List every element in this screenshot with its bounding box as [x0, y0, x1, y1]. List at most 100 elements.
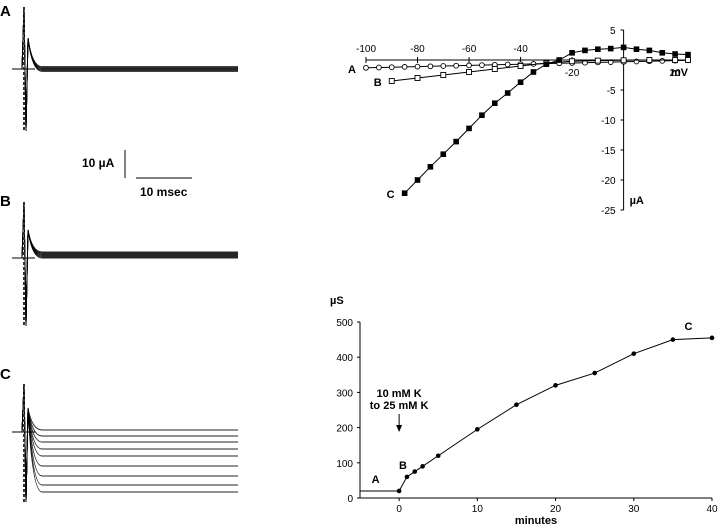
- gt-annotation-line1: 10 mM K: [376, 388, 421, 400]
- iv-point: [543, 61, 550, 67]
- iv-point: [685, 57, 691, 63]
- iv-series-line: [404, 46, 689, 194]
- iv-y-tick-label: -20: [601, 176, 616, 187]
- gt-point: [420, 464, 425, 469]
- iv-point: [466, 125, 472, 132]
- gt-point: [670, 337, 676, 342]
- gt-x-tick-label: 0: [396, 504, 402, 515]
- current-traces-c: [12, 383, 238, 503]
- gt-y-tick-label: 300: [336, 388, 353, 399]
- iv-point: [594, 57, 601, 64]
- iv-point: [504, 90, 511, 96]
- current-traces-a: [12, 6, 238, 132]
- iv-point: [569, 58, 576, 65]
- current-trace: [18, 383, 238, 503]
- gt-point-label: B: [399, 460, 407, 472]
- iv-x-tick-label: -80: [410, 44, 425, 55]
- gt-annotation-line2: to 25 mM K: [370, 400, 429, 412]
- iv-point: [492, 100, 498, 106]
- gt-point: [435, 453, 441, 459]
- gt-point: [404, 474, 410, 480]
- current-trace: [18, 383, 238, 503]
- gt-point: [709, 335, 715, 341]
- iv-point: [517, 63, 524, 69]
- gt-x-tick-label: 40: [706, 504, 718, 515]
- iv-y-tick-label: -5: [607, 86, 616, 97]
- iv-point: [659, 50, 666, 56]
- iv-point: [530, 69, 537, 75]
- iv-point: [427, 164, 434, 170]
- iv-point: [646, 47, 653, 54]
- gt-point: [475, 427, 480, 432]
- iv-point: [491, 66, 498, 72]
- current-traces-b: [12, 201, 238, 327]
- current-trace: [18, 383, 238, 503]
- iv-point: [440, 151, 447, 157]
- iv-series-line: [365, 59, 689, 69]
- gt-point-label: A: [372, 474, 380, 486]
- gt-y-tick-label: 0: [347, 494, 353, 505]
- iv-point: [672, 57, 679, 63]
- iv-y-tick-label: 5: [610, 26, 616, 37]
- panel-label-a: A: [0, 3, 11, 20]
- iv-point: [517, 79, 524, 85]
- gt-point: [514, 402, 519, 408]
- current-trace: [18, 383, 238, 503]
- current-trace: [18, 6, 238, 132]
- iv-point: [582, 59, 588, 66]
- iv-point: [633, 46, 640, 52]
- current-trace: [18, 383, 238, 503]
- iv-point: [659, 58, 666, 64]
- panel-label-b: B: [0, 193, 11, 210]
- current-trace: [18, 201, 238, 327]
- iv-point: [453, 62, 460, 69]
- current-scale-label: 10 µA: [82, 156, 115, 170]
- iv-point: [646, 57, 653, 63]
- iv-point: [569, 50, 575, 56]
- iv-x-tick-label: -100: [356, 44, 376, 55]
- current-trace: [18, 201, 238, 327]
- iv-series-label: A: [348, 64, 356, 76]
- gt-y-tick-label: 200: [336, 424, 353, 435]
- current-trace: [18, 383, 238, 503]
- time-scale-label: 10 msec: [140, 185, 188, 199]
- iv-series-label: C: [387, 189, 395, 201]
- gt-y-tick-label: 100: [336, 459, 353, 470]
- iv-point: [620, 57, 627, 64]
- iv-point: [466, 62, 472, 69]
- gt-y-tick-label: 500: [336, 318, 353, 329]
- gt-point: [553, 383, 558, 388]
- iv-point: [556, 57, 562, 63]
- iv-point: [376, 64, 382, 71]
- current-trace: [18, 201, 238, 327]
- iv-point: [595, 46, 601, 52]
- gt-x-tick-label: 10: [472, 504, 484, 515]
- iv-y-axis-label: µA: [630, 195, 644, 207]
- current-trace: [18, 201, 238, 327]
- iv-point: [363, 64, 369, 71]
- iv-point: [414, 63, 421, 70]
- iv-point: [479, 62, 485, 68]
- iv-series-label: B: [374, 77, 382, 89]
- gt-series-line: [360, 337, 713, 492]
- gt-x-axis-label: minutes: [515, 515, 557, 525]
- iv-x-tick-label: -60: [462, 44, 477, 55]
- iv-point: [440, 63, 447, 69]
- gt-x-tick-label: 30: [628, 504, 640, 515]
- gt-x-tick-label: 20: [550, 504, 562, 515]
- conductance-time-chart: 0 100 200 300 400 500 0 10 20 30 40 minutes µS 10 mM …: [330, 295, 718, 525]
- gt-annotation-arrowhead: [396, 425, 403, 432]
- gt-point: [396, 488, 402, 494]
- gt-point: [412, 469, 418, 474]
- current-trace: [18, 201, 238, 327]
- iv-point: [466, 69, 472, 75]
- current-trace: [18, 201, 238, 327]
- iv-y-tick-label: -25: [601, 206, 616, 217]
- gt-point-label: C: [685, 321, 693, 333]
- iv-point: [479, 112, 485, 118]
- iv-series-line: [391, 59, 688, 82]
- current-trace: [18, 383, 238, 503]
- iv-point: [685, 51, 691, 58]
- gt-point: [631, 351, 637, 356]
